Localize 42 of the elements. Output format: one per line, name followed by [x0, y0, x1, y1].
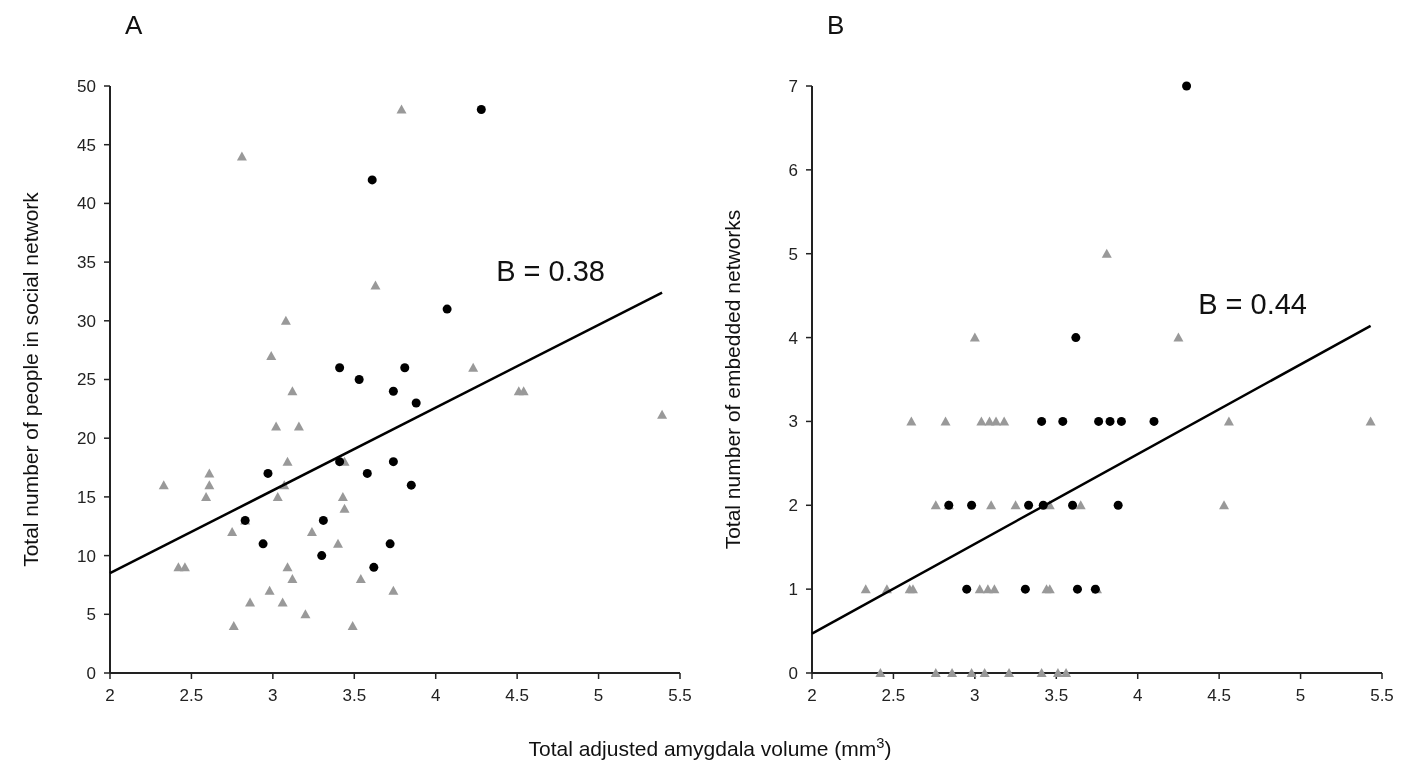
y-tick-label: 1	[788, 580, 798, 600]
y-axis-title: Total number of embedded networks	[721, 209, 744, 550]
chart-title: A	[125, 10, 143, 40]
y-tick-label: 15	[77, 487, 96, 507]
x-tick-label: 4	[430, 686, 441, 705]
x-tick-label: 5.5	[668, 686, 692, 705]
y-tick-label: 35	[77, 253, 96, 273]
x-tick-label: 5	[593, 686, 604, 705]
x-tick-label: 2	[807, 686, 817, 705]
y-tick-label: 0	[86, 663, 96, 683]
x-tick-label: 5.5	[1370, 686, 1394, 705]
x-tick-label: 2	[105, 686, 115, 705]
x-tick-label: 5	[1295, 686, 1306, 705]
y-tick-label: 25	[77, 370, 96, 390]
annotation: B = 0.44	[1198, 287, 1307, 320]
x-tick-label: 4.5	[1207, 686, 1231, 705]
chart-title: B	[827, 10, 845, 40]
y-tick-label: 5	[788, 244, 798, 264]
y-tick-label: 0	[788, 663, 798, 683]
annotation: B = 0.38	[496, 254, 605, 287]
y-tick-label: 40	[77, 194, 96, 214]
y-tick-label: 5	[86, 605, 96, 625]
y-tick-label: 4	[788, 328, 798, 348]
y-tick-label: 2	[788, 496, 798, 516]
x-tick-label: 3	[970, 686, 980, 705]
y-tick-label: 30	[77, 311, 96, 331]
y-tick-label: 6	[788, 160, 798, 180]
x-tick-label: 3.5	[342, 686, 367, 705]
y-tick-label: 7	[788, 76, 798, 96]
x-tick-label: 3	[268, 686, 278, 705]
y-tick-label: 10	[77, 546, 96, 566]
x-tick-label: 3.5	[1044, 686, 1069, 705]
x-tick-label: 4	[1132, 686, 1143, 705]
x-tick-label: 2.5	[179, 686, 204, 705]
x-axis-title: Total adjusted amygdala volume (mm$^{3}$)	[528, 735, 892, 760]
x-tick-label: 4.5	[505, 686, 529, 705]
y-tick-label: 50	[77, 76, 96, 96]
y-tick-label: 3	[788, 412, 798, 432]
y-axis-title: Total number of people in social network	[19, 191, 42, 567]
y-tick-label: 45	[77, 135, 96, 155]
x-tick-label: 2.5	[881, 686, 906, 705]
y-tick-label: 20	[77, 429, 96, 449]
